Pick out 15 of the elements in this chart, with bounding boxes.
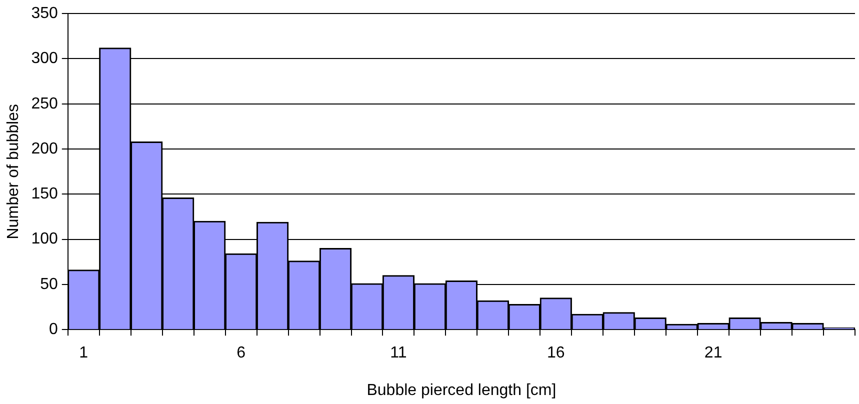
y-tick-label: 50 (40, 276, 58, 293)
x-tick-label: 6 (236, 344, 246, 362)
y-tick-label: 0 (48, 321, 58, 338)
x-tick-label: 16 (547, 344, 565, 362)
y-tick-label: 100 (31, 230, 58, 248)
y-tick-label: 300 (31, 50, 58, 68)
y-tick-label: 350 (31, 5, 58, 22)
y-tick-label: 150 (31, 186, 58, 203)
y-axis-title: Number of bubbles (5, 104, 22, 240)
y-tick-label: 250 (31, 95, 58, 112)
x-axis-title: Bubble pierced length [cm] (366, 382, 556, 399)
x-tick-label: 1 (79, 344, 88, 362)
x-tick-label: 21 (704, 344, 722, 362)
y-tick-label: 200 (31, 140, 58, 158)
x-tick-label: 11 (390, 344, 407, 362)
